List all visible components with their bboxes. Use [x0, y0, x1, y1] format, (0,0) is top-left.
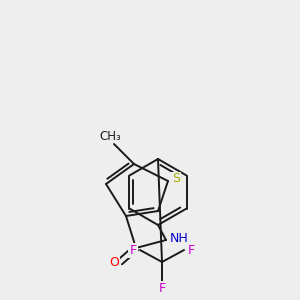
Text: F: F	[188, 244, 195, 256]
Text: F: F	[158, 281, 166, 295]
Text: F: F	[129, 244, 137, 256]
Text: S: S	[172, 172, 180, 185]
Text: NH: NH	[169, 232, 188, 244]
Text: CH₃: CH₃	[99, 130, 121, 142]
Text: O: O	[109, 256, 119, 269]
